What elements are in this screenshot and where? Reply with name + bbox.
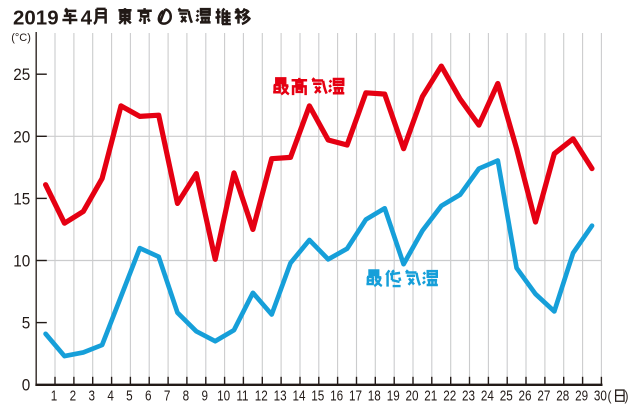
svg-text:5: 5 [126, 387, 133, 404]
svg-text:14: 14 [292, 387, 305, 404]
svg-text:3: 3 [88, 387, 95, 404]
svg-text:30: 30 [594, 387, 607, 404]
svg-text:10: 10 [13, 252, 30, 271]
svg-text:6: 6 [145, 387, 152, 404]
svg-text:0: 0 [22, 376, 31, 395]
svg-text:1: 1 [51, 387, 58, 404]
svg-text:20: 20 [13, 128, 30, 147]
svg-text:20: 20 [405, 387, 418, 404]
svg-text:28: 28 [556, 387, 569, 404]
svg-text:7: 7 [164, 387, 171, 404]
svg-text:19: 19 [387, 387, 400, 404]
svg-text:24: 24 [481, 387, 494, 404]
svg-text:2019: 2019 [13, 6, 59, 29]
svg-text:25: 25 [13, 65, 30, 84]
svg-text:5: 5 [22, 314, 31, 333]
svg-text:4: 4 [107, 387, 114, 404]
svg-text:13: 13 [274, 387, 287, 404]
svg-text:4: 4 [81, 6, 93, 29]
svg-text:15: 15 [13, 190, 30, 209]
svg-text:25: 25 [500, 387, 513, 404]
svg-text:2: 2 [70, 387, 77, 404]
svg-text:29: 29 [575, 387, 588, 404]
svg-text:18: 18 [368, 387, 381, 404]
svg-text:26: 26 [518, 387, 531, 404]
svg-text:15: 15 [311, 387, 324, 404]
svg-text:23: 23 [462, 387, 475, 404]
svg-text:27: 27 [537, 387, 550, 404]
svg-text:16: 16 [330, 387, 343, 404]
svg-text:22: 22 [443, 387, 456, 404]
svg-text:): ) [625, 388, 629, 404]
svg-text:12: 12 [255, 387, 268, 404]
svg-text:(°C): (°C) [11, 32, 31, 44]
svg-text:9: 9 [202, 387, 209, 404]
svg-text:(: ( [608, 388, 613, 404]
svg-text:17: 17 [349, 387, 362, 404]
svg-text:21: 21 [424, 387, 437, 404]
svg-text:8: 8 [183, 387, 190, 404]
svg-text:10: 10 [217, 387, 230, 404]
svg-text:11: 11 [236, 387, 248, 404]
